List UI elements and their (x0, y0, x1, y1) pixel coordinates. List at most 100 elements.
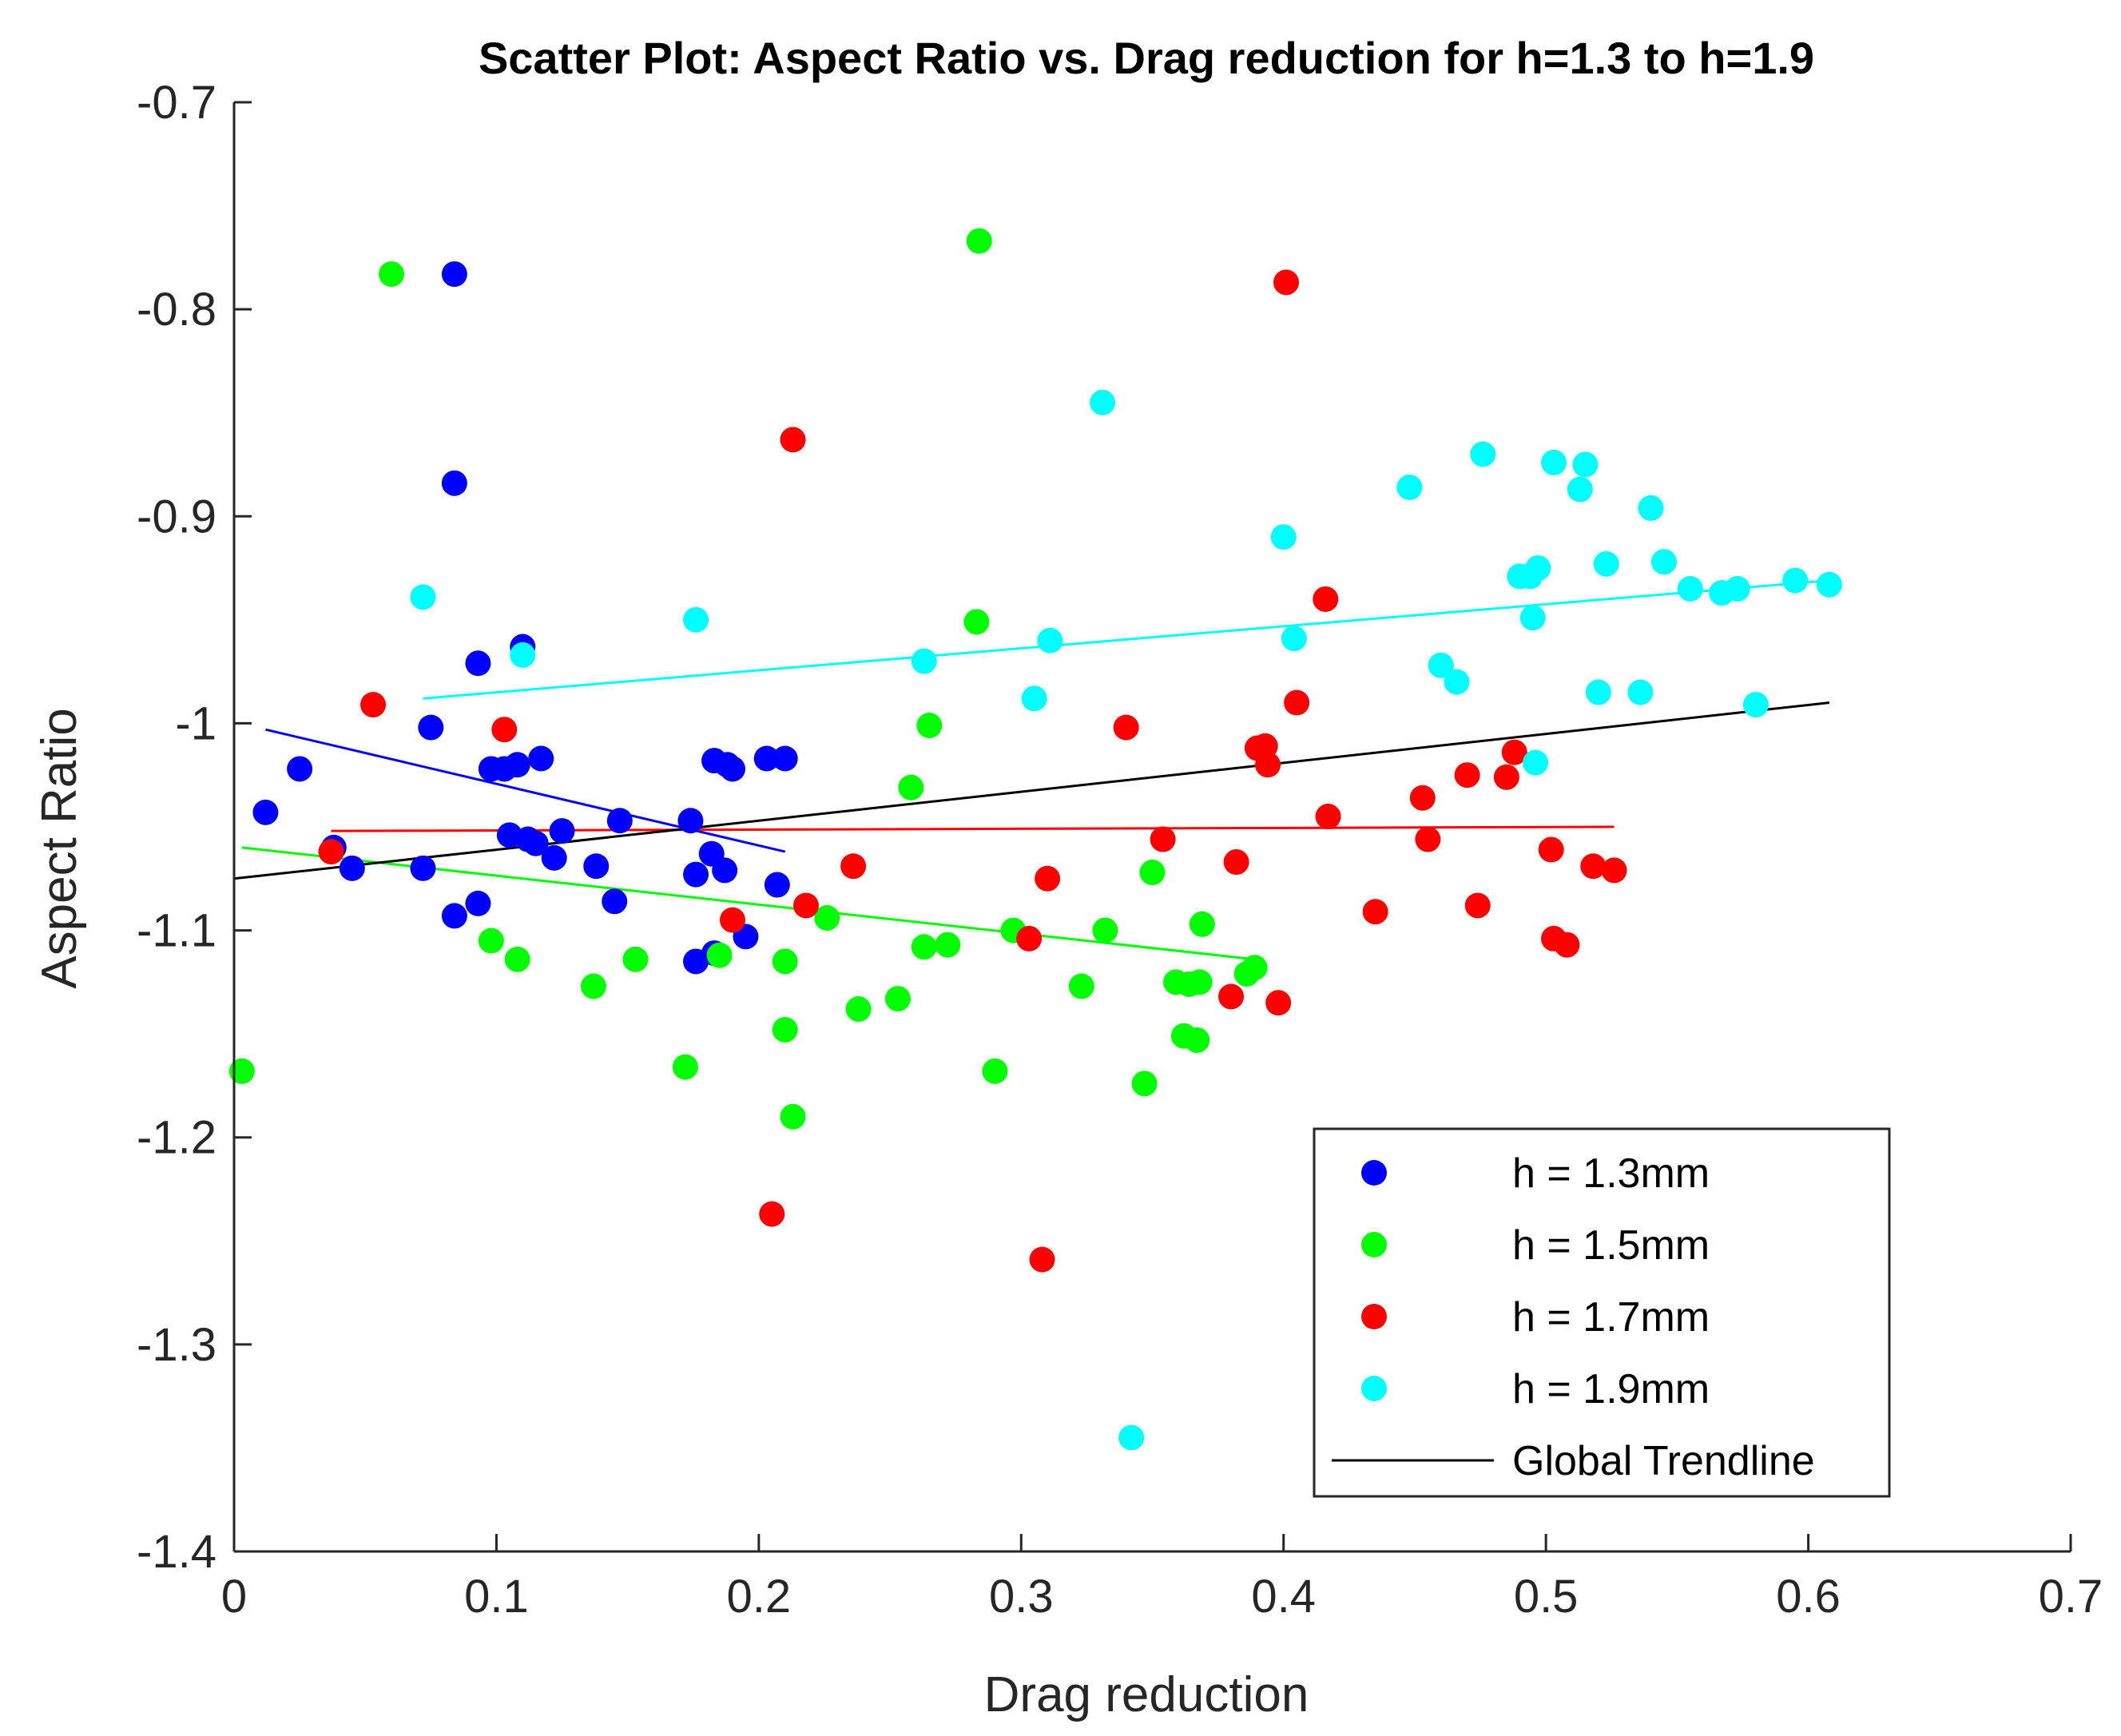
legend-box (1313, 1127, 1891, 1498)
data-point (602, 888, 628, 915)
data-point (720, 756, 746, 782)
data-point (720, 907, 746, 933)
data-point (1593, 550, 1619, 577)
data-point (884, 986, 911, 1012)
data-point (1409, 785, 1436, 811)
data-point (840, 853, 867, 880)
legend-label-global-trendline: Global Trendline (1512, 1438, 1815, 1484)
data-point (1273, 269, 1299, 296)
data-point (379, 261, 405, 288)
data-point (1538, 836, 1564, 863)
data-point (1638, 495, 1664, 521)
data-point (772, 948, 798, 975)
data-point (1601, 857, 1627, 884)
data-point (1525, 555, 1551, 582)
data-point (1189, 911, 1215, 937)
data-point (622, 946, 649, 972)
x-tick-label: 0.1 (464, 1571, 529, 1623)
trendline-series-4 (423, 579, 1829, 700)
data-point (911, 934, 937, 960)
data-point (966, 228, 992, 254)
legend-label-series-2: h = 1.5mm (1512, 1222, 1710, 1269)
data-point (1464, 892, 1491, 919)
data-point (1572, 451, 1599, 478)
series-2-points (228, 228, 1268, 1130)
data-point (792, 892, 819, 919)
data-point (522, 830, 549, 856)
data-point (580, 973, 606, 999)
data-point (1396, 475, 1423, 501)
data-point (1029, 1246, 1055, 1273)
y-tick-label: -1.3 (137, 1319, 216, 1371)
data-point (606, 808, 633, 834)
data-point (683, 861, 709, 888)
y-axis-label: Aspect Ratio (32, 708, 87, 989)
data-point (318, 839, 344, 865)
data-point (1742, 692, 1769, 718)
data-point (1627, 679, 1654, 705)
data-points (228, 228, 1842, 1451)
data-point (1580, 853, 1607, 880)
data-point (780, 427, 806, 453)
y-tick-label: -0.8 (137, 284, 216, 336)
data-point (1650, 549, 1677, 575)
x-tick-label: 0 (221, 1571, 247, 1623)
x-tick-label: 0.7 (2039, 1571, 2103, 1623)
data-point (1021, 685, 1047, 712)
data-point (672, 1054, 698, 1080)
legend-marker-series-3 (1361, 1304, 1387, 1329)
data-point (287, 756, 313, 782)
data-point (1315, 804, 1341, 830)
data-point (252, 799, 279, 825)
series-4-points (410, 389, 1842, 1451)
data-point (583, 853, 610, 880)
data-point (1184, 1027, 1210, 1053)
data-point (1519, 605, 1546, 631)
legend-label-series-3: h = 1.7mm (1512, 1294, 1710, 1341)
data-point (1255, 752, 1281, 778)
data-point (1782, 567, 1809, 594)
data-point (1567, 476, 1593, 503)
data-point (1428, 652, 1454, 678)
data-point (1523, 749, 1549, 776)
data-point (1270, 524, 1297, 550)
data-point (441, 261, 467, 288)
x-tick-label: 0.3 (989, 1571, 1054, 1623)
data-point (1362, 899, 1388, 925)
data-point (759, 1201, 785, 1227)
data-point (1281, 626, 1307, 652)
data-point (1501, 739, 1527, 765)
trendline-series-3 (331, 825, 1615, 832)
data-point (504, 752, 530, 778)
data-point (780, 1103, 806, 1130)
global-trendline (233, 701, 1830, 880)
tick-labels: 0 0.1 0.2 0.3 0.4 0.5 0.6 0.7 -1.4 -1.3 -1.2 -1.1 -1… (137, 77, 2103, 1623)
x-tick-label: 0.5 (1514, 1571, 1579, 1623)
data-point (1139, 860, 1166, 886)
data-point (683, 606, 709, 633)
data-point (478, 928, 504, 954)
data-point (491, 717, 518, 743)
data-point (504, 946, 530, 972)
x-tick-label: 0.4 (1251, 1571, 1316, 1623)
y-tick-label: -0.9 (137, 491, 216, 542)
data-point (418, 714, 444, 741)
legend-label-series-4: h = 1.9mm (1512, 1366, 1710, 1412)
legend-entries: h = 1.3mm h = 1.5mm h = 1.7mm h = 1.9mm Glob… (1332, 1150, 1815, 1484)
data-point (410, 855, 436, 881)
data-point (1186, 969, 1213, 995)
data-point (1113, 714, 1139, 741)
data-point (541, 844, 567, 871)
axes (232, 101, 2072, 1553)
data-point (1150, 826, 1176, 852)
data-point (1677, 575, 1703, 602)
legend-label-series-1: h = 1.3mm (1512, 1150, 1710, 1197)
chart-title: Scatter Plot: Aspect Ratio vs. Drag redu… (479, 33, 1814, 83)
plot-area (228, 101, 2072, 1553)
data-point (814, 905, 840, 932)
data-point (753, 745, 780, 772)
data-point (1218, 983, 1245, 1010)
x-tick-label: 0.2 (727, 1571, 792, 1623)
data-point (1068, 973, 1094, 999)
